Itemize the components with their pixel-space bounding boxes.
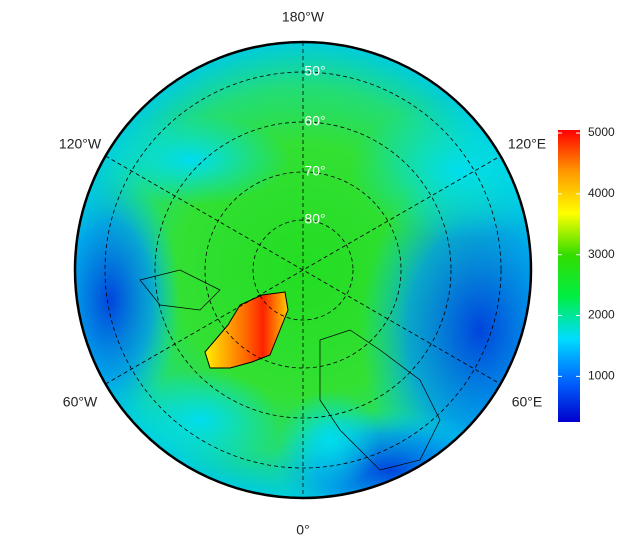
- longitude-label: 0°: [296, 522, 309, 538]
- longitude-label: 120°W: [59, 136, 102, 152]
- colorbar: [558, 130, 580, 422]
- longitude-label: 180°W: [282, 9, 325, 25]
- latitude-label: 70°: [304, 163, 325, 179]
- longitude-label: 60°E: [512, 394, 543, 410]
- latitude-label: 80°: [304, 211, 325, 227]
- longitude-label: 120°E: [508, 136, 546, 152]
- map-border: [73, 40, 533, 500]
- meridian: [105, 155, 501, 385]
- longitude-label: 60°W: [63, 394, 98, 410]
- colorbar-tick-label: 1000: [588, 369, 615, 383]
- field: [75, 42, 531, 498]
- latitude-label: 60°: [304, 113, 325, 129]
- latitude-label: 50°: [304, 63, 325, 79]
- latitude-circle: [154, 121, 452, 419]
- latitude-circle: [204, 171, 402, 369]
- latitude-circle: [252, 219, 354, 321]
- graticule: [104, 42, 502, 498]
- colorbar-tick-label: 5000: [588, 125, 615, 139]
- colorbar-tick-label: 3000: [588, 247, 615, 261]
- colorbar-tick-label: 4000: [588, 186, 615, 200]
- colorbar-tick-label: 2000: [588, 308, 615, 322]
